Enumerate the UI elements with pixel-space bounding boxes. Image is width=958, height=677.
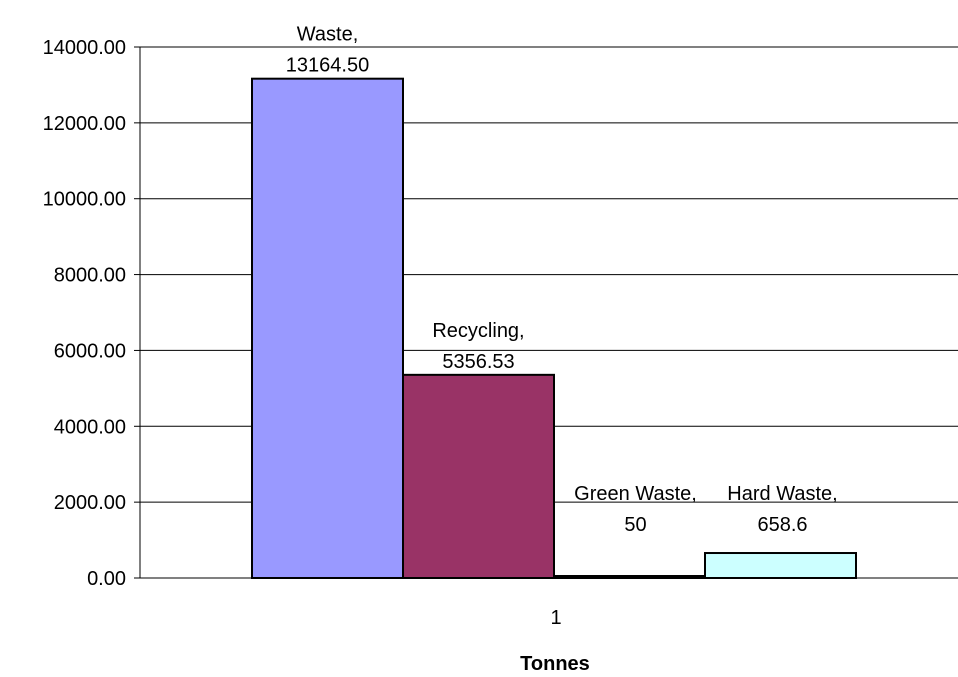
axes bbox=[134, 46, 958, 579]
bar-recycling bbox=[402, 373, 555, 579]
bar-hard-waste bbox=[704, 552, 857, 580]
data-label-waste: Waste, 13164.50 bbox=[286, 24, 369, 77]
x-axis-title: Tonnes bbox=[520, 653, 590, 675]
y-tick-labels: 0.00 2000.00 4000.00 6000.00 8000.00 10000.00… bbox=[43, 37, 126, 590]
category-labels: 1 bbox=[550, 607, 561, 629]
y-tick-label: 0.00 bbox=[87, 568, 126, 590]
y-tick-label: 6000.00 bbox=[54, 340, 126, 362]
y-tick-label: 12000.00 bbox=[43, 113, 126, 135]
data-label-hard-waste: Hard Waste, 658.6 bbox=[727, 483, 837, 536]
y-tick-label: 10000.00 bbox=[43, 189, 126, 211]
y-tick-label: 2000.00 bbox=[54, 492, 126, 514]
y-tick-label: 8000.00 bbox=[54, 265, 126, 287]
data-labels: Waste, 13164.50 Recycling, 5356.53 Green Was… bbox=[286, 24, 838, 536]
y-tick-label: 4000.00 bbox=[54, 416, 126, 438]
bar-waste bbox=[251, 77, 404, 579]
x-category-label: 1 bbox=[550, 607, 561, 629]
y-tick-label: 14000.00 bbox=[43, 37, 126, 59]
data-label-green-waste: Green Waste, 50 bbox=[574, 483, 697, 536]
data-label-recycling: Recycling, 5356.53 bbox=[432, 320, 524, 373]
